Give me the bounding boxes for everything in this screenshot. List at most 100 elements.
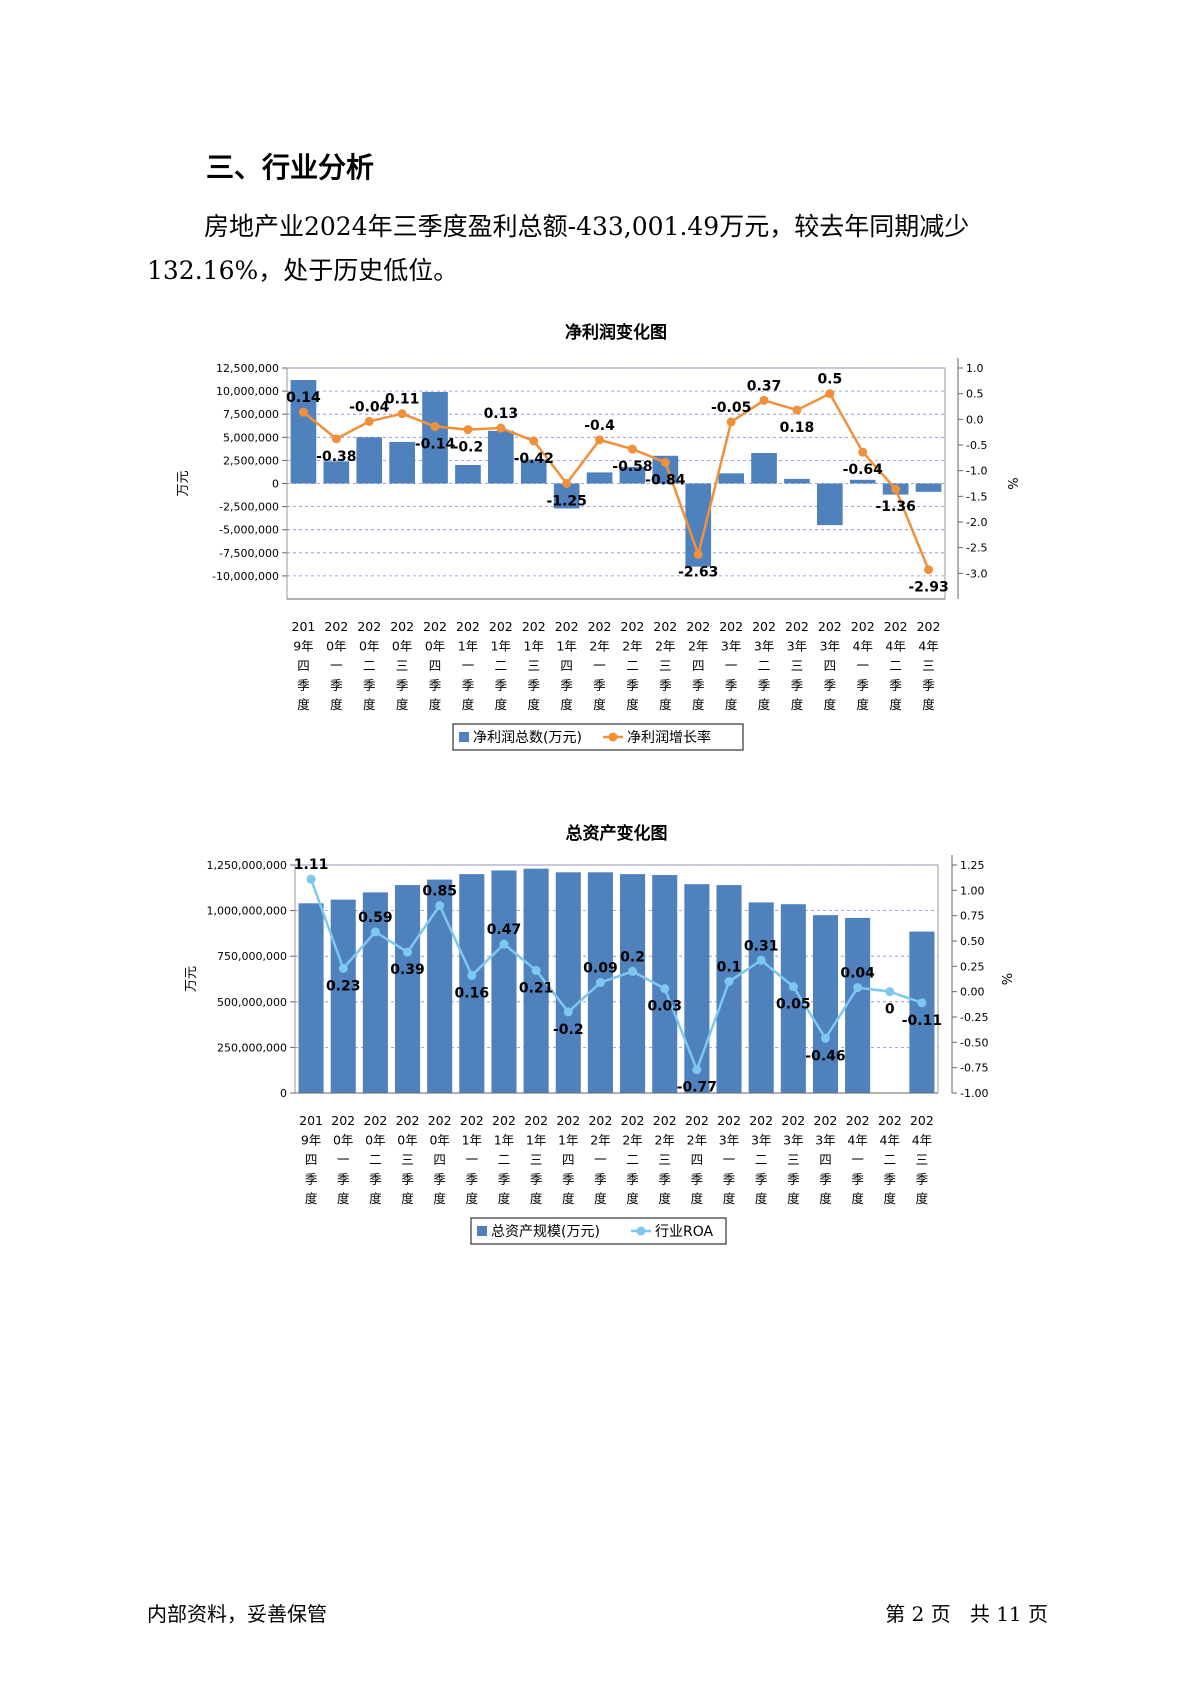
y-tick-label: 5,000,000 — [223, 431, 279, 444]
bar — [812, 915, 839, 1093]
y-tick-label: 2,500,000 — [223, 454, 279, 467]
rate-point — [499, 939, 509, 949]
rate-point — [660, 457, 670, 467]
rate-point — [595, 978, 605, 988]
y2-tick-label: 0.50 — [960, 935, 985, 948]
x-category-label: 202 0年一季度 — [324, 619, 348, 712]
rate-data-label: 0.13 — [484, 406, 519, 422]
chart-title: 总资产变化图 — [566, 823, 668, 844]
bar — [586, 472, 613, 484]
rate-data-label: -0.14 — [415, 437, 456, 453]
rate-point — [298, 407, 308, 417]
y2-tick-label: 0.0 — [966, 413, 984, 426]
rate-data-label: 0.04 — [840, 966, 875, 982]
x-category-label: 202 4年一季度 — [851, 619, 875, 712]
x-category-label: 202 4年二季度 — [878, 1113, 902, 1206]
rate-data-label: -2.93 — [908, 580, 948, 596]
y-tick-label: 1,000,000,000 — [207, 905, 287, 918]
bar — [684, 884, 710, 1093]
rate-data-label: 0.1 — [717, 960, 742, 976]
bar — [362, 892, 388, 1093]
rate-data-label: -1.25 — [546, 494, 586, 510]
analysis-paragraph: 房地产业2024年三季度盈利总额-433,001.49万元，较去年同期减少132… — [147, 212, 970, 285]
y-tick-label: 0 — [272, 478, 279, 491]
rate-data-label: 0.16 — [455, 985, 490, 1001]
rate-point — [756, 955, 766, 965]
y-tick-label: 750,000,000 — [217, 950, 287, 963]
bar — [488, 430, 514, 484]
rate-point — [627, 444, 637, 454]
x-category-label: 202 0年四季度 — [428, 1113, 452, 1206]
bar — [915, 483, 942, 492]
x-category-label: 202 2年四季度 — [686, 619, 710, 712]
x-category-label: 202 1年四季度 — [555, 619, 579, 712]
bar — [298, 903, 324, 1093]
y-axis-label: 万元 — [176, 470, 191, 496]
rate-data-label: -0.77 — [677, 1080, 717, 1096]
y2-tick-label: 1.25 — [960, 859, 985, 872]
y2-tick-label: -2.0 — [966, 516, 987, 529]
x-category-label: 202 0年三季度 — [390, 619, 414, 712]
x-category-label: 202 2年四季度 — [685, 1113, 709, 1206]
rate-point — [628, 966, 638, 976]
y2-tick-label: 0.5 — [966, 388, 984, 401]
footer-confidential: 内部资料，妥善保管 — [147, 1602, 327, 1626]
legend-box — [470, 1217, 727, 1245]
rate-point — [306, 874, 316, 884]
rate-line — [302, 392, 930, 571]
x-category-label: 202 3年四季度 — [818, 619, 842, 712]
rate-data-label: 0.59 — [358, 910, 393, 926]
y2-tick-label: -1.5 — [966, 490, 987, 503]
rate-data-label: 0.2 — [620, 949, 645, 965]
x-category-label: 202 0年二季度 — [357, 619, 381, 712]
rate-data-label: -0.2 — [453, 440, 484, 456]
legend-box — [452, 723, 744, 751]
y2-tick-label: 0.00 — [960, 986, 985, 999]
rate-data-label: -0.4 — [584, 418, 615, 434]
rate-point — [924, 565, 934, 575]
rate-point — [853, 983, 863, 993]
rate-point — [692, 1065, 702, 1075]
bar — [849, 479, 876, 484]
legend-bar-label: 总资产规模(万元) — [491, 1224, 600, 1240]
rate-point — [891, 484, 901, 494]
rate-data-label: -0.46 — [805, 1048, 845, 1064]
rate-data-label: 0.14 — [286, 390, 321, 406]
y2-tick-label: 0.25 — [960, 960, 985, 973]
x-category-label: 202 3年三季度 — [785, 619, 809, 712]
x-category-label: 202 2年三季度 — [653, 619, 677, 712]
y-tick-label: -2,500,000 — [219, 501, 279, 514]
bar — [459, 874, 485, 1093]
x-category-label: 202 2年一季度 — [588, 619, 612, 712]
rate-point — [531, 965, 541, 975]
rate-point — [788, 982, 798, 992]
legend-bar-swatch — [459, 732, 469, 742]
x-category-label: 202 2年二季度 — [621, 1113, 645, 1206]
rate-point — [759, 395, 769, 405]
rate-point — [595, 435, 605, 445]
rate-point — [364, 416, 374, 426]
rate-data-label: -1.36 — [875, 499, 915, 515]
legend-bar-label: 净利润总数(万元) — [473, 730, 582, 746]
rate-data-label: -0.64 — [843, 462, 884, 478]
y2-tick-label: 0.75 — [960, 910, 985, 923]
rate-line — [309, 878, 923, 1074]
bar — [748, 902, 774, 1093]
rate-point — [370, 927, 380, 937]
rate-point — [825, 389, 835, 399]
y2-tick-label: -1.0 — [966, 465, 987, 478]
bar — [389, 441, 415, 484]
legend-line-label: 净利润增长率 — [627, 729, 711, 746]
rate-point — [331, 434, 341, 444]
chart-title: 净利润变化图 — [565, 322, 667, 343]
y2-tick-label: -0.5 — [966, 439, 987, 452]
total-pages: 11 — [996, 1602, 1022, 1626]
bar — [620, 874, 646, 1093]
x-category-label: 202 0年一季度 — [331, 1113, 355, 1206]
x-category-label: 202 4年三季度 — [910, 1113, 934, 1206]
rate-point — [397, 409, 407, 419]
section-heading: 三、行业分析 — [206, 151, 375, 184]
rate-data-label: 0.18 — [780, 420, 815, 436]
rate-data-label: -0.42 — [514, 451, 554, 467]
x-category-label: 202 3年四季度 — [814, 1113, 838, 1206]
